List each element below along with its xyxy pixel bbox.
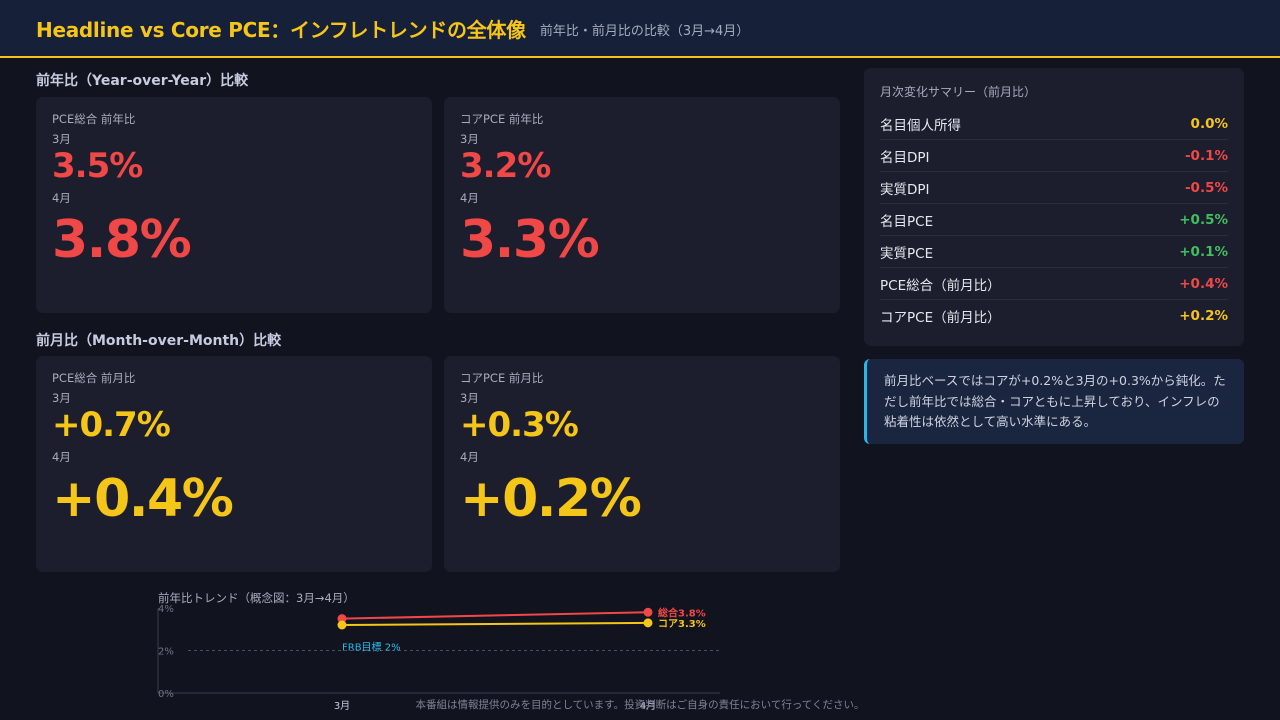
- summary-row: 名目個人所得 0.0%: [880, 108, 1228, 140]
- month-label: 3月: [460, 132, 479, 146]
- data-point: [337, 614, 347, 624]
- summary-row-value: 0.0%: [1190, 115, 1228, 132]
- disclaimer: 本番組は情報提供のみを目的としています。投資判断はご自身の責任において行ってくだ…: [415, 699, 865, 711]
- value-april: +0.4%: [52, 469, 234, 529]
- header-bar: Headline vs Core PCE：インフレトレンドの全体像 前年比・前月…: [0, 0, 1280, 58]
- summary-row-value: +0.5%: [1179, 211, 1228, 228]
- x-tick-label: 3月: [334, 700, 350, 712]
- month-label: 3月: [460, 391, 479, 405]
- card-label: コアPCE 前月比: [460, 371, 544, 385]
- summary-row-value: +0.1%: [1179, 243, 1228, 260]
- summary-row: 名目DPI -0.1%: [880, 140, 1228, 172]
- summary-row-label: 名目個人所得: [880, 117, 961, 134]
- summary-row: 実質PCE +0.1%: [880, 236, 1228, 268]
- month-label: 4月: [460, 191, 479, 205]
- value-march: +0.7%: [52, 405, 171, 445]
- month-label: 4月: [460, 450, 479, 464]
- card-label: PCE総合 前月比: [52, 371, 136, 385]
- month-label: 4月: [52, 191, 71, 205]
- yoy-trend-chart: 前年比トレンド（概念図：3月→4月） 0% 2% 4% FRB目標 2% 総合3.8% コ…: [150, 585, 730, 715]
- mom-core-card: コアPCE 前月比 3月 +0.3% 4月 +0.2%: [444, 356, 840, 572]
- data-point: [337, 620, 347, 630]
- page-subtitle: 前年比・前月比の比較（3月→4月）: [539, 23, 750, 39]
- summary-row-value: -0.5%: [1184, 179, 1228, 196]
- mom-headline-card: PCE総合 前月比 3月 +0.7% 4月 +0.4%: [36, 356, 432, 572]
- series-line: [341, 611, 649, 620]
- y-tick-label: 4%: [158, 604, 174, 615]
- month-label: 3月: [52, 391, 71, 405]
- summary-row-label: 実質PCE: [880, 245, 934, 262]
- series-end-label: コア3.3%: [658, 618, 706, 630]
- data-point: [643, 618, 653, 628]
- summary-row-label: 名目PCE: [880, 213, 934, 230]
- summary-row-value: +0.4%: [1179, 275, 1228, 292]
- value-april: +0.2%: [460, 469, 642, 529]
- summary-row: PCE総合（前月比） +0.4%: [880, 268, 1228, 300]
- summary-row-label: 実質DPI: [880, 181, 930, 198]
- summary-row-label: コアPCE（前月比）: [880, 310, 1001, 326]
- trend-chart-svg: 0% 2% 4% FRB目標 2% 総合3.8%コア3.3% 3月 4月: [157, 604, 720, 712]
- page-title: Headline vs Core PCE：インフレトレンドの全体像: [36, 17, 526, 42]
- card-label: PCE総合 前年比: [52, 112, 136, 126]
- value-march: 3.2%: [460, 146, 551, 186]
- yoy-headline-card: PCE総合 前年比 3月 3.5% 4月 3.8%: [36, 97, 432, 313]
- yoy-section-title: 前年比（Year-over-Year）比較: [36, 73, 249, 89]
- data-point: [643, 607, 653, 617]
- series-line: [341, 621, 649, 626]
- summary-row: コアPCE（前月比） +0.2%: [880, 300, 1228, 332]
- summary-row-label: 名目DPI: [880, 149, 930, 166]
- summary-row-value: +0.2%: [1179, 308, 1228, 324]
- summary-title: 月次変化サマリー（前月比）: [880, 85, 1037, 99]
- card-label: コアPCE 前年比: [460, 112, 544, 126]
- mom-section-title: 前月比（Month-over-Month）比較: [36, 333, 282, 349]
- x-tick-label: 4月: [640, 700, 656, 712]
- y-tick-label: 0%: [158, 689, 174, 700]
- y-tick-label: 2%: [158, 647, 174, 658]
- chart-title: 前年比トレンド（概念図：3月→4月）: [158, 591, 355, 605]
- summary-row: 実質DPI -0.5%: [880, 172, 1228, 204]
- summary-row-value: -0.1%: [1184, 147, 1228, 164]
- series-end-label: 総合3.8%: [658, 606, 706, 619]
- value-april: 3.3%: [460, 210, 600, 270]
- value-april: 3.8%: [52, 210, 192, 270]
- summary-row-label: PCE総合（前月比）: [880, 277, 1001, 294]
- value-march: 3.5%: [52, 146, 143, 186]
- value-march: +0.3%: [460, 405, 579, 445]
- summary-row: 名目PCE +0.5%: [880, 204, 1228, 236]
- target-line-label: FRB目標 2%: [342, 641, 401, 654]
- analysis-note: 前月比ベースではコアが+0.2%と3月の+0.3%から鈍化。ただし前年比では総合…: [864, 359, 1244, 444]
- month-label: 4月: [52, 450, 71, 464]
- month-label: 3月: [52, 132, 71, 146]
- yoy-core-card: コアPCE 前年比 3月 3.2% 4月 3.3%: [444, 97, 840, 313]
- monthly-summary-panel: 月次変化サマリー（前月比） 名目個人所得 0.0% 名目DPI -0.1% 実質…: [864, 68, 1244, 346]
